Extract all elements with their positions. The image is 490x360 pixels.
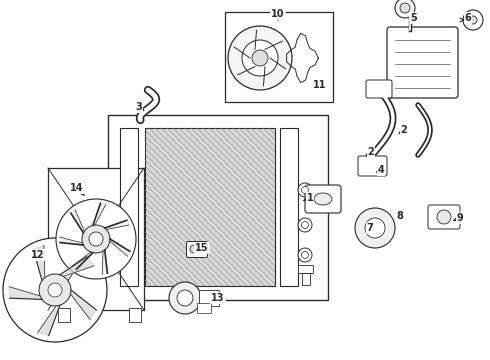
Polygon shape xyxy=(72,252,93,269)
Bar xyxy=(225,12,333,102)
Circle shape xyxy=(48,283,62,297)
Text: 11: 11 xyxy=(313,80,327,90)
Circle shape xyxy=(400,3,410,13)
Text: 2: 2 xyxy=(368,147,374,157)
Circle shape xyxy=(298,183,312,197)
Text: 7: 7 xyxy=(367,223,373,233)
FancyBboxPatch shape xyxy=(428,205,460,229)
Circle shape xyxy=(298,248,312,262)
Circle shape xyxy=(365,218,385,238)
Circle shape xyxy=(39,274,71,306)
Bar xyxy=(58,308,70,322)
Bar xyxy=(129,308,141,322)
Circle shape xyxy=(242,40,278,76)
Bar xyxy=(199,290,219,306)
Polygon shape xyxy=(71,290,97,320)
FancyBboxPatch shape xyxy=(358,156,387,176)
Circle shape xyxy=(469,16,477,24)
Polygon shape xyxy=(71,210,84,233)
Circle shape xyxy=(3,238,107,342)
Circle shape xyxy=(301,252,309,258)
Bar xyxy=(108,115,328,300)
FancyBboxPatch shape xyxy=(366,80,392,98)
Circle shape xyxy=(395,0,415,18)
Circle shape xyxy=(301,186,309,194)
Polygon shape xyxy=(38,305,60,336)
Polygon shape xyxy=(33,246,45,280)
Text: 10: 10 xyxy=(271,9,285,19)
Polygon shape xyxy=(105,220,129,229)
Circle shape xyxy=(89,232,103,246)
Polygon shape xyxy=(9,287,42,300)
Text: 3: 3 xyxy=(136,102,143,112)
Circle shape xyxy=(355,208,395,248)
Circle shape xyxy=(298,218,312,232)
Ellipse shape xyxy=(314,193,332,205)
Text: 1: 1 xyxy=(307,193,314,203)
Polygon shape xyxy=(60,257,94,276)
Bar xyxy=(298,265,313,273)
Text: 6: 6 xyxy=(465,13,471,23)
FancyBboxPatch shape xyxy=(187,242,207,257)
Circle shape xyxy=(177,290,193,306)
Circle shape xyxy=(190,245,198,253)
Text: 12: 12 xyxy=(31,250,45,260)
Text: 9: 9 xyxy=(457,213,464,223)
Bar xyxy=(280,128,298,286)
Polygon shape xyxy=(102,250,107,274)
Bar xyxy=(120,128,138,286)
Text: 5: 5 xyxy=(411,13,417,23)
Polygon shape xyxy=(110,239,130,256)
Text: 14: 14 xyxy=(70,183,84,193)
Text: 13: 13 xyxy=(211,293,225,303)
Polygon shape xyxy=(60,237,83,245)
Circle shape xyxy=(437,210,451,224)
FancyBboxPatch shape xyxy=(387,27,458,98)
Text: 8: 8 xyxy=(396,211,403,221)
Text: 4: 4 xyxy=(378,165,384,175)
Bar xyxy=(48,168,144,310)
Bar xyxy=(145,128,275,286)
Bar xyxy=(197,303,211,313)
Circle shape xyxy=(252,50,268,66)
Polygon shape xyxy=(93,203,106,225)
Bar xyxy=(302,273,310,285)
Circle shape xyxy=(82,225,110,253)
Circle shape xyxy=(301,221,309,229)
Circle shape xyxy=(56,199,136,279)
Circle shape xyxy=(169,282,201,314)
FancyBboxPatch shape xyxy=(305,185,341,213)
Text: 15: 15 xyxy=(195,243,209,253)
Circle shape xyxy=(463,10,483,30)
Text: 2: 2 xyxy=(401,125,407,135)
Circle shape xyxy=(228,26,292,90)
